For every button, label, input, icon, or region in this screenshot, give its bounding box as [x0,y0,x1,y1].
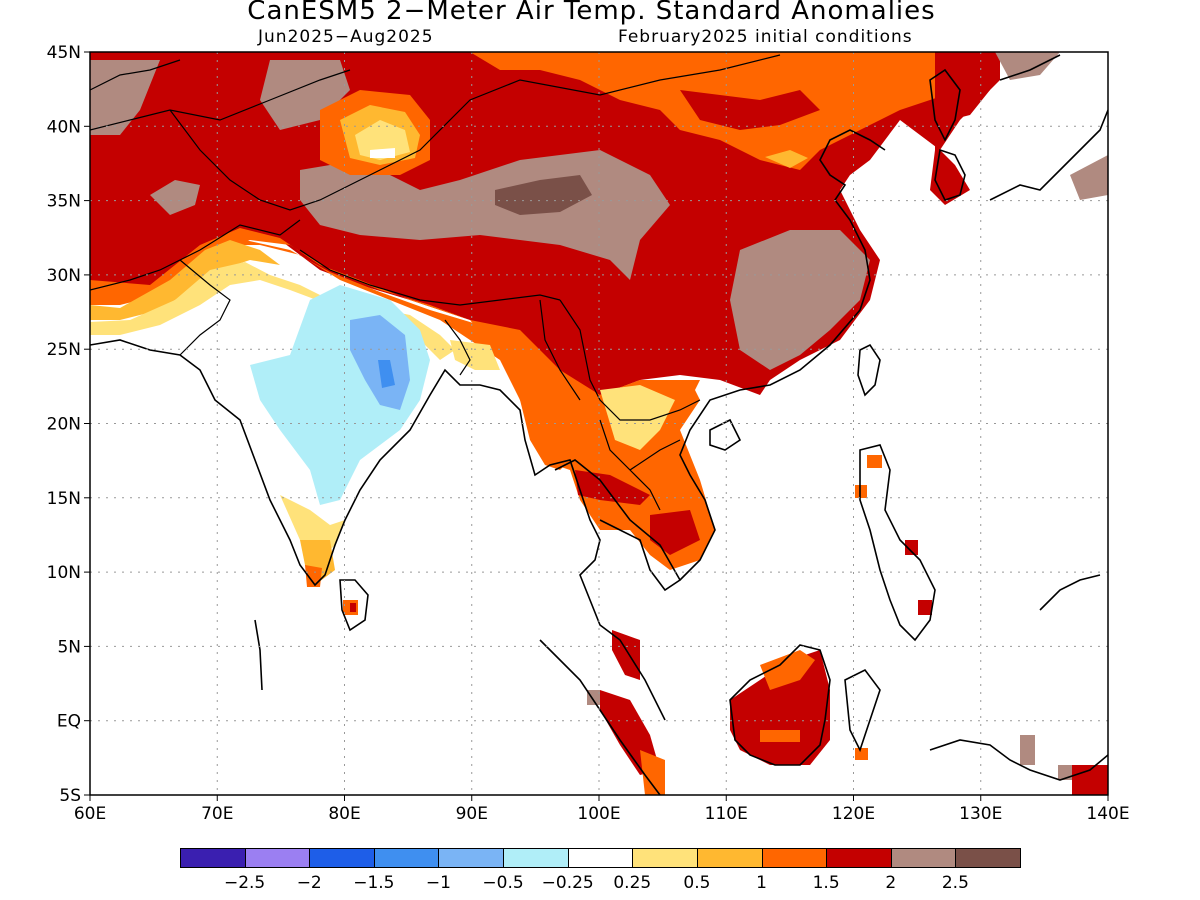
country-borders [90,54,781,511]
colorbar-label: −2.5 [223,873,266,893]
colorbar-swatch [955,848,1021,868]
y-tick-label: 20N [47,415,81,435]
colorbar-swatch [244,848,311,868]
colorbar-label: −0.5 [482,873,524,893]
y-tick-label: 5N [57,637,81,657]
y-tick-label: 45N [47,43,81,63]
x-tick-label: 70E [201,804,233,824]
y-tick-label: 5S [59,786,81,806]
colorbar-swatch [761,848,828,868]
colorbar-label: 1 [756,873,767,893]
x-tick-label: 140E [1086,804,1129,824]
colorbar-swatch [438,848,505,868]
colorbar-swatch [890,848,957,868]
y-tick-label: 15N [47,489,81,509]
x-tick-label: 100E [577,804,620,824]
colorbar-swatch [180,848,246,868]
colorbar-label: 0.25 [613,873,652,893]
x-tick-label: 90E [456,804,488,824]
colorbar-swatch [503,848,569,868]
colorbar-swatch [632,848,698,868]
colorbar-label: 2 [885,873,897,893]
y-tick-label: 25N [47,340,81,360]
x-tick-label: 130E [959,804,1002,824]
y-tick-label: 30N [47,266,81,286]
colorbar-label: 0.5 [683,873,711,893]
colorbar-swatch [696,848,763,868]
season-subtitle: Jun2025−Aug2025 [258,27,434,47]
colorbar-label: −2 [296,873,322,893]
colorbar-label: 2.5 [941,873,969,893]
anomaly-shading [90,52,1108,795]
colorbar-swatch [826,848,892,868]
colorbar [180,848,1021,870]
x-tick-label: 110E [705,804,748,824]
chart-title: CanESM5 2−Meter Air Temp. Standard Anoma… [247,0,936,26]
colorbar-label: 1.5 [812,873,840,893]
coastlines [90,54,1108,795]
x-tick-label: 80E [328,804,360,824]
axis-ticks: 60E 70E 80E 90E 100E 110E 120E 130E 140E 45N 40N 35… [47,43,1130,824]
colorbar-label: −1 [425,873,451,893]
colorbar-swatch [567,848,634,868]
gridlines [90,52,1108,795]
colorbar-swatch [309,848,375,868]
x-tick-label: 120E [832,804,875,824]
y-tick-label: 35N [47,192,81,212]
y-tick-label: 10N [47,563,81,583]
y-tick-label: 40N [47,117,81,137]
y-tick-label: EQ [57,712,81,732]
init-conditions-subtitle: February2025 initial conditions [618,27,913,47]
colorbar-label: −1.5 [353,873,395,893]
colorbar-swatch [373,848,440,868]
colorbar-label: −0.25 [541,873,594,893]
x-tick-label: 60E [74,804,106,824]
